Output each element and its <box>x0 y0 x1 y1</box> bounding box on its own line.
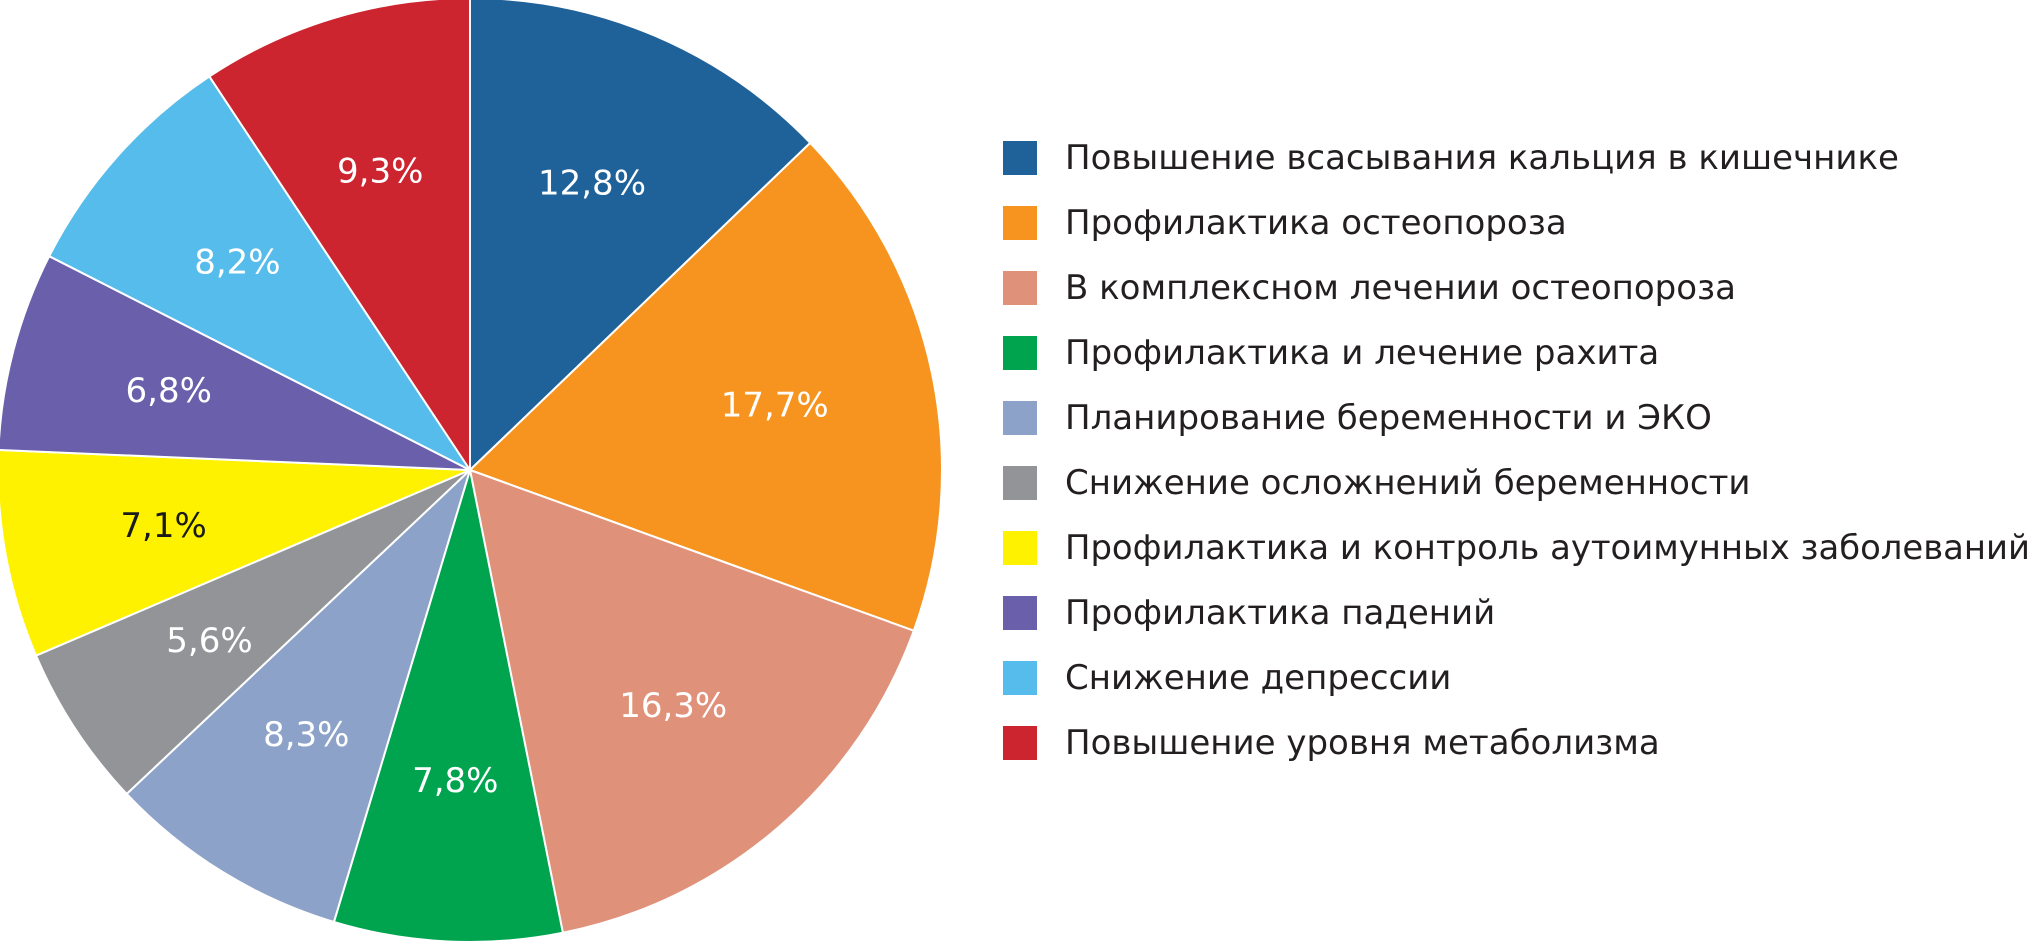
slice-data-label-7: 7,1% <box>120 506 206 546</box>
pie-slice-6 <box>34 469 471 796</box>
legend-swatch-10 <box>1003 726 1037 760</box>
legend-swatch-7 <box>1003 531 1037 565</box>
slice-data-label-6: 5,6% <box>166 621 252 661</box>
pie-slice-10 <box>208 0 471 474</box>
slice-data-label-5: 8,3% <box>263 715 349 755</box>
legend-swatch-4 <box>1003 336 1037 370</box>
slice-data-label-10: 9,3% <box>337 152 423 192</box>
legend-label-2: Профилактика остеопороза <box>1065 203 1567 243</box>
slice-data-label-3: 16,3% <box>619 686 727 726</box>
pie-slice-1 <box>469 0 812 473</box>
legend-swatch-6 <box>1003 466 1037 500</box>
legend-swatch-9 <box>1003 661 1037 695</box>
pie-slice-3 <box>468 468 916 934</box>
legend-label-4: Профилактика и лечение рахита <box>1065 333 1659 373</box>
legend-label-5: Планирование беременности и ЭКО <box>1065 398 1712 438</box>
pie-slice-5 <box>125 466 473 924</box>
legend-label-6: Снижение осложнений беременности <box>1065 463 1751 503</box>
legend-label-8: Профилактика падений <box>1065 593 1495 633</box>
pie-slice-4 <box>332 469 565 943</box>
legend-swatch-2 <box>1003 206 1037 240</box>
pie-slice-8 <box>0 254 471 471</box>
legend-label-7: Профилактика и контроль аутоимунных забо… <box>1065 528 2030 568</box>
slice-data-label-9: 8,2% <box>194 243 280 283</box>
slice-data-label-1: 12,8% <box>538 163 646 203</box>
slice-data-label-2: 17,7% <box>721 385 829 425</box>
legend-label-3: В комплексном лечении остеопороза <box>1065 268 1736 308</box>
legend-swatch-5 <box>1003 401 1037 435</box>
legend-label-9: Снижение депрессии <box>1065 658 1451 698</box>
pie-slice-9 <box>47 75 473 473</box>
legend: Повышение всасывания кальция в кишечнике… <box>1003 138 2030 763</box>
slice-data-label-4: 7,8% <box>412 761 498 801</box>
pie-slice-labels: 12,8% 17,7% 16,3% 7,8% 8,3% 5,6% 7,1% 6,8% 8,2% 9… <box>120 152 828 802</box>
legend-swatch-3 <box>1003 271 1037 305</box>
legend-label-1: Повышение всасывания кальция в кишечнике <box>1065 138 1899 178</box>
legend-swatch-1 <box>1003 141 1037 175</box>
slice-data-label-8: 6,8% <box>126 371 212 411</box>
pie-slice-2 <box>468 141 943 633</box>
legend-swatch-8 <box>1003 596 1037 630</box>
pie-slice-7 <box>0 449 471 657</box>
pie-slices <box>0 0 943 943</box>
legend-label-10: Повышение уровня метаболизма <box>1065 723 1660 763</box>
